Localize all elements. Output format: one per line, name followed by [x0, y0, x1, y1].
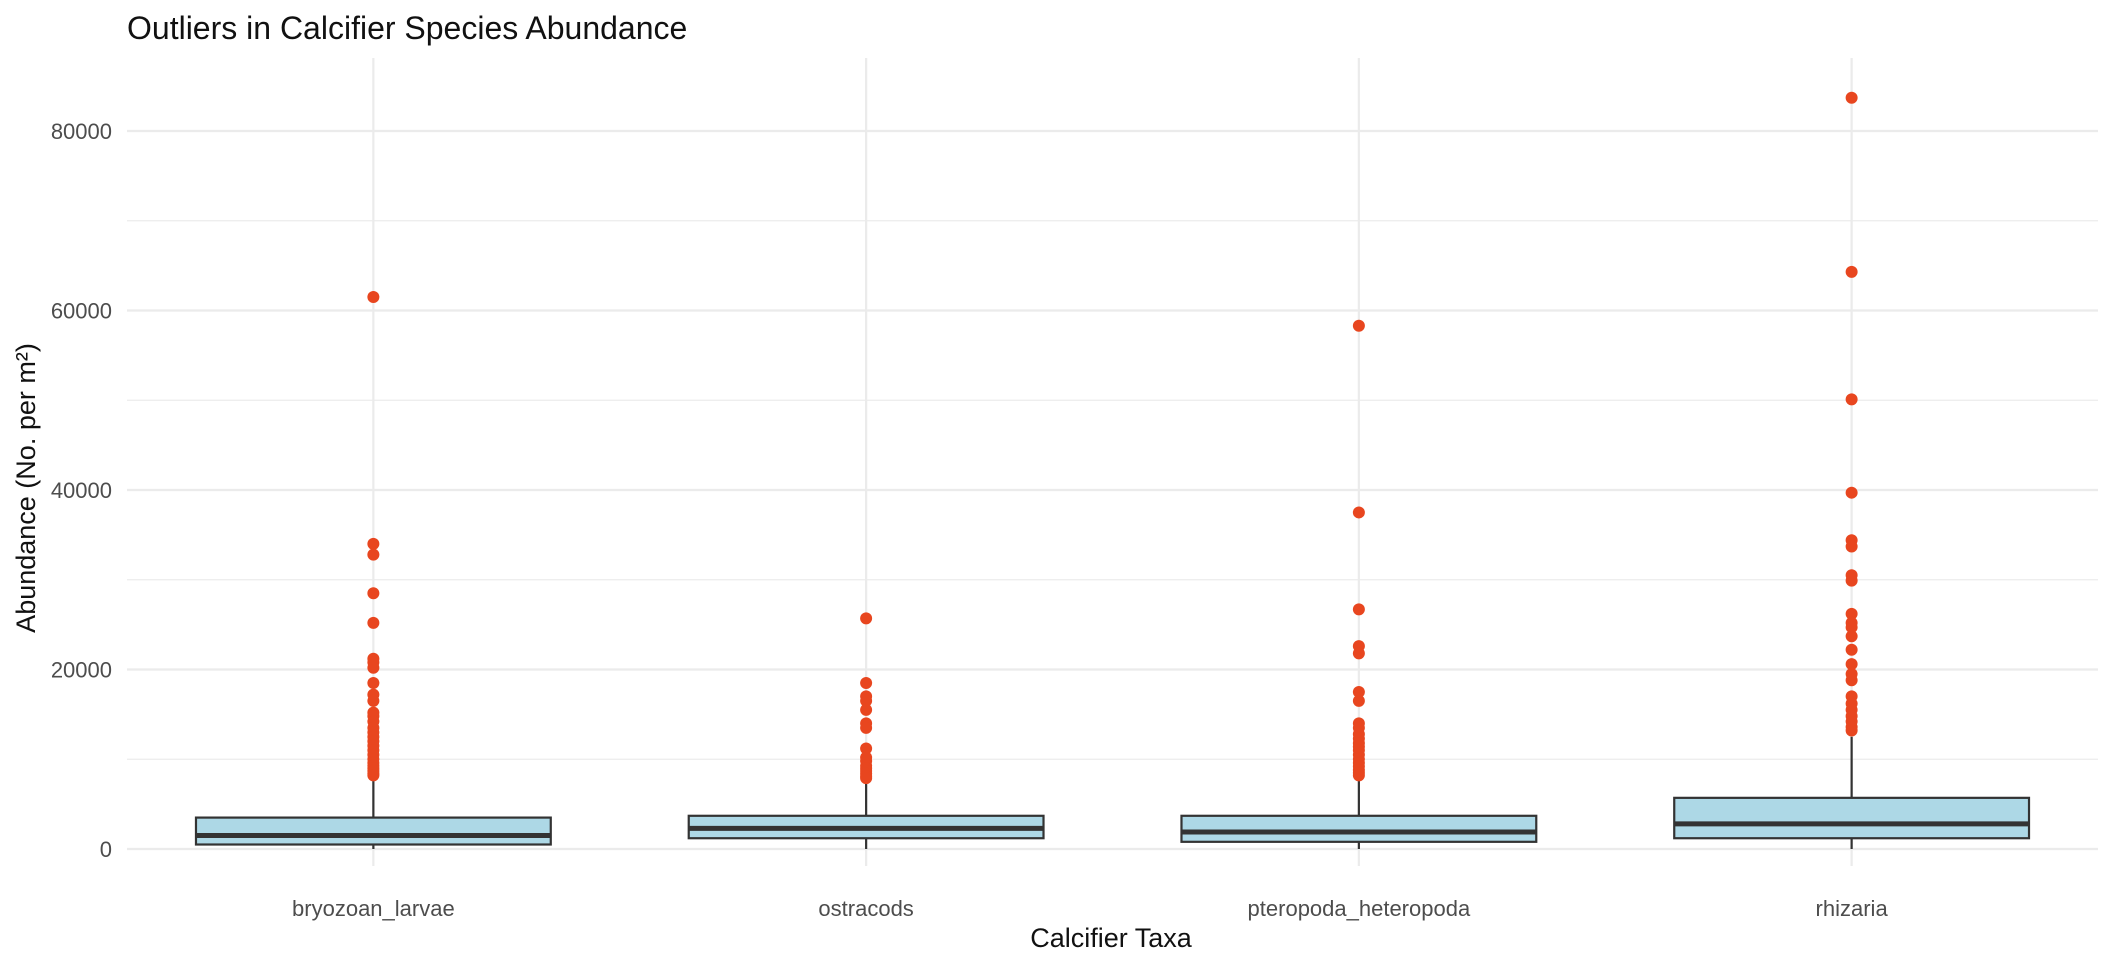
outlier-point	[1845, 621, 1858, 634]
x-tick-label: pteropoda_heteropoda	[1248, 896, 1471, 921]
y-tick-label: 80000	[51, 119, 112, 144]
box-iqr	[194, 816, 552, 846]
outlier-point	[1845, 607, 1858, 620]
outlier-point	[1845, 630, 1858, 643]
outlier-point	[860, 694, 873, 707]
outlier-point	[1845, 574, 1858, 587]
outlier-point	[1845, 724, 1858, 737]
outlier-point	[860, 703, 873, 716]
outlier-point	[1352, 694, 1365, 707]
y-axis-title: Abundance (No. per m²)	[11, 343, 41, 633]
outlier-point	[1845, 643, 1858, 656]
outlier-point	[1352, 603, 1365, 616]
outlier-point	[1352, 769, 1365, 782]
box-iqr	[1180, 814, 1538, 843]
outlier-point	[1845, 658, 1858, 671]
outlier-point	[367, 694, 380, 707]
outlier-point	[367, 616, 380, 629]
outlier-point	[860, 772, 873, 785]
outlier-point	[367, 661, 380, 674]
outlier-point	[367, 537, 380, 550]
box-group	[1180, 778, 1538, 849]
x-axis-title: Calcifier Taxa	[1030, 923, 1193, 953]
box-group	[194, 778, 552, 849]
outlier-point	[1845, 486, 1858, 499]
outlier-point	[860, 742, 873, 755]
y-tick-label: 20000	[51, 658, 112, 683]
outlier-point	[1845, 540, 1858, 553]
y-tick-label: 60000	[51, 299, 112, 324]
x-tick-label: rhizaria	[1816, 896, 1889, 921]
chart-title: Outliers in Calcifier Species Abundance	[127, 10, 687, 46]
outlier-point	[1352, 506, 1365, 519]
outlier-point	[367, 291, 380, 304]
outlier-point	[1845, 674, 1858, 687]
outlier-point	[1845, 91, 1858, 104]
y-tick-label: 40000	[51, 478, 112, 503]
tick-labels-layer: 0 20000 40000 60000 80000 bryozoan_larvae ostr…	[51, 119, 1889, 921]
grid-lines	[127, 58, 2098, 866]
outlier-point	[1352, 647, 1365, 660]
outlier-point	[1845, 393, 1858, 406]
box-iqr	[1673, 796, 2031, 840]
outlier-point	[1352, 685, 1365, 698]
outlier-point	[367, 548, 380, 561]
outliers-layer	[367, 91, 1858, 785]
outlier-point	[860, 721, 873, 734]
outlier-point	[367, 587, 380, 600]
x-tick-label: ostracods	[818, 896, 913, 921]
outlier-point	[860, 612, 873, 625]
outlier-point	[367, 769, 380, 782]
x-tick-label: bryozoan_larvae	[292, 896, 455, 921]
boxes-layer	[194, 736, 2031, 849]
outlier-point	[1352, 319, 1365, 332]
outlier-point	[1845, 265, 1858, 278]
box-group	[687, 780, 1045, 849]
outlier-point	[860, 676, 873, 689]
y-tick-label: 0	[100, 837, 112, 862]
outlier-point	[367, 676, 380, 689]
box-group	[1673, 736, 2031, 849]
